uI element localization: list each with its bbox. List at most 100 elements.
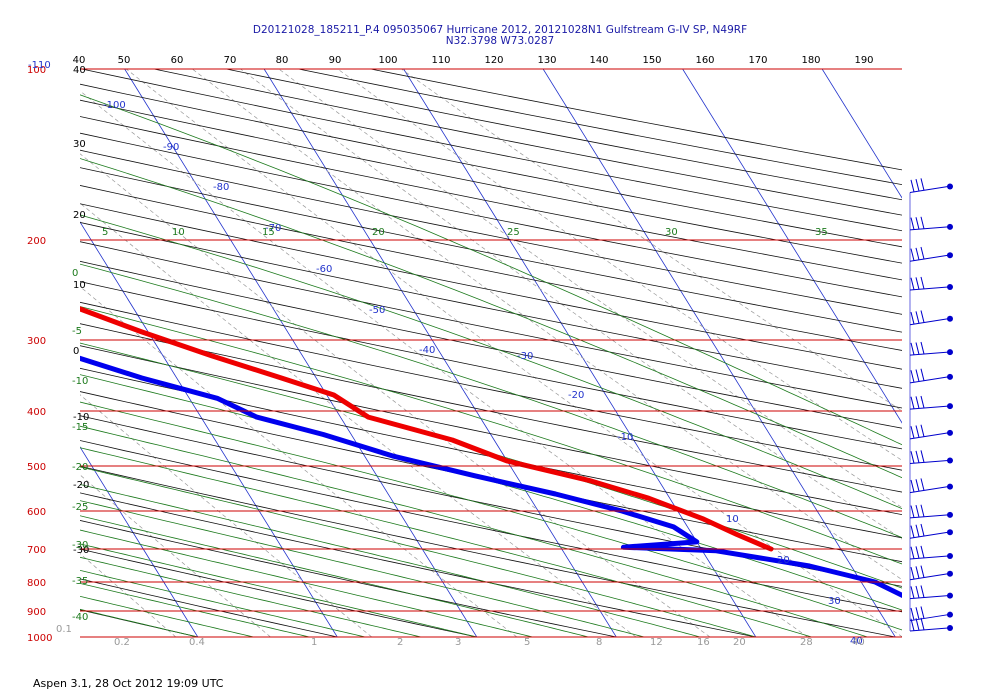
footer-note: Aspen 3.1, 28 Oct 2012 19:09 UTC (33, 677, 224, 690)
wind-barb-staff (909, 254, 949, 262)
wind-barb-staff (909, 531, 949, 539)
plot-area (80, 69, 1000, 637)
isotherm-line (682, 69, 902, 424)
mixing-ratio-line (337, 69, 902, 461)
wind-barb-staff (909, 405, 949, 410)
height-label: -10 (73, 412, 89, 423)
wind-barb-staff (909, 555, 949, 560)
wind-barb-feather (920, 246, 925, 260)
wind-barb-feather (920, 424, 925, 437)
wind-barb-staff (909, 186, 949, 194)
wind-barb-staff (909, 614, 949, 622)
moist-adiabat-label: 10 (172, 227, 185, 238)
wind-barb-feather (915, 396, 920, 409)
top-axis-label: 50 (118, 55, 131, 66)
wind-barb-feather (910, 586, 915, 599)
pressure-tick-label: 400 (27, 407, 46, 418)
isotherm-line (542, 69, 896, 637)
pressure-tick-label: 1000 (27, 633, 52, 644)
wind-barb-feather (915, 585, 920, 599)
mixing-ratio-label: 12 (650, 637, 663, 648)
wind-barb-feather (915, 277, 920, 290)
mixing-ratio-label: 0.1 (56, 624, 72, 635)
wind-barb-feather (910, 426, 915, 439)
moist-adiabat-line (80, 401, 902, 631)
wind-barb-feather (920, 523, 925, 537)
dry-adiabat-line (80, 345, 902, 516)
moist-adiabat-label: -35 (72, 576, 88, 587)
pressure-tick-label: 200 (27, 236, 46, 247)
top-axis-label: 150 (642, 55, 661, 66)
wind-barb-feather (915, 566, 920, 579)
wind-barb-column (909, 178, 953, 632)
wind-barb-feather (915, 607, 920, 620)
wind-barb-feather (915, 217, 920, 230)
height-label: 20 (73, 210, 86, 221)
top-axis-label: 130 (537, 55, 556, 66)
pressure-tick-label: 600 (27, 507, 46, 518)
pressure-tick-label: 500 (27, 462, 46, 473)
moist-adiabat-line (80, 515, 589, 637)
pressure-tick-label: 700 (27, 545, 46, 556)
wind-barb-feather (910, 618, 915, 631)
wind-barb-feather (920, 606, 925, 619)
isotherm-line (962, 69, 1000, 637)
moist-adiabat-label: 30 (665, 227, 678, 238)
wind-barb-feather (910, 370, 915, 383)
isotherm-label: -50 (369, 305, 385, 316)
wind-barb-dot (947, 252, 953, 259)
moist-adiabat-label: -15 (72, 422, 88, 433)
moist-adiabat-line (80, 529, 533, 637)
top-axis-label: 60 (171, 55, 184, 66)
height-label: 40 (73, 65, 86, 76)
isotherm-label: -60 (316, 264, 332, 275)
height-label: 10 (73, 280, 86, 291)
moist-adiabat-label: 15 (262, 227, 275, 238)
dry-adiabat-line (80, 222, 902, 389)
isotherm-label: 30 (828, 596, 841, 607)
wind-barb-feather (910, 342, 915, 355)
moist-adiabat-line (80, 425, 868, 637)
wind-barb-feather (920, 504, 925, 517)
wind-barb-feather (920, 368, 925, 381)
wind-barb-feather (910, 525, 915, 538)
wind-barb-feather (915, 425, 920, 438)
wind-barb-feather (915, 369, 920, 382)
wind-barb-feather (910, 546, 915, 559)
chart-title: D20121028_185211_P.4 095035067 Hurricane… (252, 24, 748, 36)
wind-barb-feather (915, 546, 920, 559)
isotherm-line (124, 69, 478, 637)
isotherm-label: -40 (419, 345, 435, 356)
top-axis-label: 70 (224, 55, 237, 66)
top-axis-label: 90 (329, 55, 342, 66)
isotherm-label: -100 (103, 100, 126, 111)
wind-barb-dot (947, 592, 953, 599)
moist-adiabat-label: -30 (72, 540, 88, 551)
wind-barb-feather (920, 585, 925, 598)
moist-adiabat-line (80, 214, 902, 510)
dry-adiabat-line (80, 578, 338, 637)
top-axis-label: 80 (276, 55, 289, 66)
mixing-ratio-line (80, 202, 637, 637)
wind-barb-feather (910, 248, 915, 261)
mixing-ratio-line (278, 69, 902, 509)
dry-adiabat-line (80, 492, 756, 637)
moist-adiabat-label: 35 (815, 227, 828, 238)
isotherm-label: 10 (726, 514, 739, 525)
dry-adiabat-line (80, 203, 902, 370)
mixing-ratio-line (80, 394, 373, 637)
dry-adiabat-line (80, 241, 902, 409)
height-label: -30 (73, 545, 89, 556)
wind-barb-dot (947, 529, 953, 536)
wind-barb-feather (915, 247, 920, 260)
isotherm-label: -70 (265, 223, 281, 234)
wind-barb-staff (909, 226, 949, 231)
wind-barb-feather (915, 342, 920, 355)
wind-barb-feather (920, 478, 925, 491)
isotherm-label: -10 (617, 432, 633, 443)
moist-adiabat-line (80, 582, 310, 637)
top-axis-label: -110 (28, 60, 51, 71)
moist-adiabat-line (80, 374, 902, 611)
wind-barb-dot (947, 284, 953, 291)
